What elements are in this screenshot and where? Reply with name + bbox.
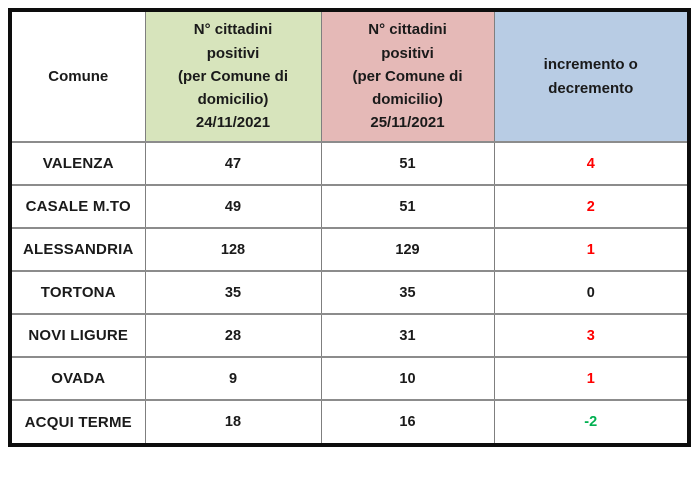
comune-cell: ALESSANDRIA [12, 227, 145, 271]
table-row: OVADA 9 10 1 [12, 356, 687, 400]
day2-cell: 51 [320, 184, 494, 228]
delta-cell: 4 [493, 141, 687, 185]
table-row: NOVI LIGURE 28 31 3 [12, 313, 687, 357]
day2-cell: 129 [320, 227, 494, 271]
delta-cell: 1 [493, 356, 687, 400]
header-comune: Comune [12, 12, 145, 142]
day1-cell: 35 [144, 270, 321, 314]
delta-cell: 0 [493, 270, 687, 314]
day2-cell: 51 [320, 141, 494, 185]
day2-cell: 16 [320, 399, 494, 443]
table-row: CASALE M.TO 49 51 2 [12, 184, 687, 228]
comune-cell: CASALE M.TO [12, 184, 145, 228]
header-positives-25-11: N° cittadini positivi (per Comune di dom… [320, 12, 494, 142]
day2-cell: 35 [320, 270, 494, 314]
delta-cell: -2 [493, 399, 687, 443]
comune-cell: VALENZA [12, 141, 145, 185]
covid-municipality-table: Comune N° cittadini positivi (per Comune… [8, 8, 691, 447]
day1-cell: 18 [144, 399, 321, 443]
day1-cell: 128 [144, 227, 321, 271]
table-row: VALENZA 47 51 4 [12, 141, 687, 185]
data-table: Comune N° cittadini positivi (per Comune… [12, 12, 687, 443]
comune-cell: NOVI LIGURE [12, 313, 145, 357]
day1-cell: 9 [144, 356, 321, 400]
day1-cell: 28 [144, 313, 321, 357]
header-delta: incremento o decremento [493, 12, 687, 142]
delta-cell: 3 [493, 313, 687, 357]
header-positives-24-11: N° cittadini positivi (per Comune di dom… [144, 12, 321, 142]
comune-cell: OVADA [12, 356, 145, 400]
comune-cell: TORTONA [12, 270, 145, 314]
table-row: ALESSANDRIA 128 129 1 [12, 227, 687, 271]
delta-cell: 1 [493, 227, 687, 271]
delta-cell: 2 [493, 184, 687, 228]
comune-cell: ACQUI TERME [12, 399, 145, 443]
table-header-row: Comune N° cittadini positivi (per Comune… [12, 12, 687, 142]
day2-cell: 10 [320, 356, 494, 400]
table-row: ACQUI TERME 18 16 -2 [12, 399, 687, 443]
day1-cell: 47 [144, 141, 321, 185]
day2-cell: 31 [320, 313, 494, 357]
table-row: TORTONA 35 35 0 [12, 270, 687, 314]
day1-cell: 49 [144, 184, 321, 228]
